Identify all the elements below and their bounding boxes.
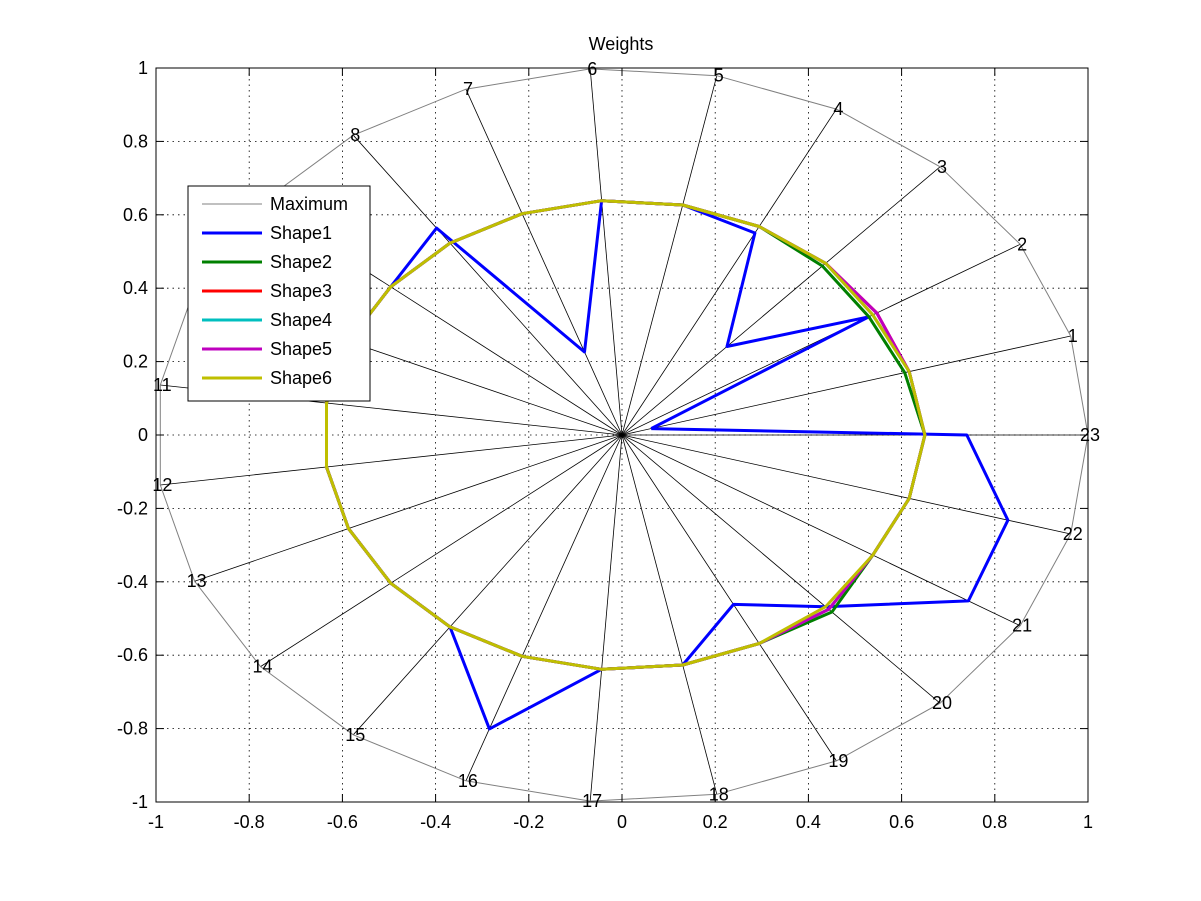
series-line-maximum [159,68,1089,802]
spoke-label: 23 [1080,425,1100,445]
spoke-line [621,434,718,795]
x-tick-label: -0.4 [420,812,451,832]
spoke-line [260,434,623,667]
x-tick-label: 0.8 [982,812,1007,832]
spoke-line [589,68,623,436]
spoke-label: 13 [187,571,207,591]
spoke-line [621,335,1071,436]
spoke-line [465,434,623,781]
y-tick-label: 0.6 [123,205,148,225]
spoke-label: 2 [1017,234,1027,254]
spoke-label: 17 [582,791,602,811]
y-tick-label: 0.2 [123,352,148,372]
spoke-label: 21 [1012,616,1032,636]
legend-label: Shape1 [270,223,332,243]
series-line-shape6 [325,199,927,671]
y-tick-label: 0.8 [123,131,148,151]
x-tick-label: -0.6 [327,812,358,832]
y-tick-label: -1 [132,792,148,812]
spoke-line [621,434,941,704]
grid-lines [156,68,1088,802]
legend-label: Shape3 [270,281,332,301]
spoke-label: 14 [253,657,273,677]
spoke-line [621,434,1021,627]
spoke-line [352,434,623,736]
spoke-line [621,243,1021,436]
legend-label: Shape6 [270,368,332,388]
spoke-label: 4 [833,99,843,119]
x-tick-label: 0 [617,812,627,832]
spoke-line [589,434,623,802]
spoke-label: 15 [345,725,365,745]
spoke-label: 5 [714,66,724,86]
chart-title: Weights [589,34,654,54]
spoke-label: 3 [937,157,947,177]
axis-ticks: -1 -0.8 -0.6 -0.4 -0.2 0 0.2 0.4 0.6 0.8 1 -1 -0.8 -0… [117,58,1093,832]
spoke-line [621,75,718,436]
spoke-line [621,434,837,762]
spoke-line [621,166,941,436]
spoke-line [160,434,623,486]
spoke-label: 11 [153,375,172,395]
y-tick-label: -0.8 [117,719,148,739]
spoke-line [194,434,623,582]
x-tick-label: 0.4 [796,812,821,832]
spoke-label: 19 [828,751,848,771]
legend: Maximum Shape1 Shape2 Shape3 Shape4 Shape5 Sha… [187,185,371,402]
x-tick-label: 1 [1083,812,1093,832]
spoke-label: 22 [1063,524,1083,544]
spoke-label: 12 [152,475,172,495]
spoke-label: 1 [1068,326,1078,346]
y-tick-label: 0.4 [123,278,148,298]
x-tick-label: 0.6 [889,812,914,832]
spoke-line [352,134,623,436]
spoke-label: 8 [350,125,360,145]
spoke-label: 16 [458,771,478,791]
y-tick-label: -0.2 [117,498,148,518]
spoke-line [465,89,623,436]
y-tick-label: -0.4 [117,572,148,592]
spoke-label: 6 [587,59,597,79]
x-tick-label: -0.8 [234,812,265,832]
spoke-label: 7 [463,79,473,99]
legend-label: Shape2 [270,252,332,272]
y-tick-label: 1 [138,58,148,78]
y-tick-label: -0.6 [117,645,148,665]
spoke-label: 20 [932,693,952,713]
legend-label: Shape4 [270,310,332,330]
x-tick-label: 0.2 [703,812,728,832]
y-tick-label: 0 [138,425,148,445]
legend-label: Maximum [270,194,348,214]
spoke-labels: 1234567891011121314151617181920212223 [152,59,1100,811]
legend-label: Shape5 [270,339,332,359]
data-series [159,68,1089,802]
x-tick-label: -1 [148,812,164,832]
legend-box [187,185,371,402]
spoke-label: 18 [709,784,729,804]
spoke-line [621,434,1071,535]
x-tick-label: -0.2 [513,812,544,832]
spoke-line [621,108,837,436]
